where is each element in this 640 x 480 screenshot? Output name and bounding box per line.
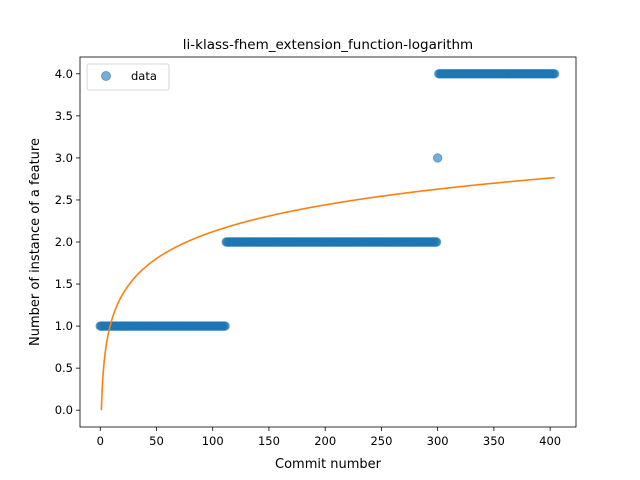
y-axis-label: Number of instance of a feature — [28, 138, 43, 346]
x-axis-ticks: 0 50 100 150 200 250 300 350 400 — [97, 427, 561, 448]
legend-label-data: data — [131, 69, 157, 83]
y-tick-label: 1.0 — [55, 319, 73, 333]
data-series — [95, 69, 560, 331]
chart-title: li-klass-fhem_extension_function-logarit… — [183, 37, 473, 53]
legend: data — [86, 63, 170, 91]
y-tick-label: 0.0 — [55, 403, 73, 417]
x-tick-label: 100 — [202, 434, 224, 448]
x-tick-label: 50 — [149, 434, 164, 448]
x-tick-label: 250 — [370, 434, 392, 448]
y-tick-label: 3.5 — [55, 109, 73, 123]
data-point — [431, 237, 442, 247]
data-point — [220, 321, 230, 331]
plot-area: 0 50 100 150 200 250 300 350 400 0.0 0.5 1.0 1.5 2.0… — [55, 56, 577, 448]
legend-marker-data — [101, 71, 111, 81]
x-tick-label: 350 — [483, 434, 505, 448]
y-tick-label: 2.5 — [55, 193, 73, 207]
data-layer — [95, 69, 560, 411]
fit-line — [100, 176, 555, 411]
data-point — [549, 69, 560, 79]
y-tick-label: 0.5 — [55, 361, 73, 375]
x-tick-label: 0 — [97, 434, 104, 448]
x-tick-label: 400 — [539, 434, 561, 448]
y-axis-ticks: 0.0 0.5 1.0 1.5 2.0 2.5 3.0 3.5 4.0 — [55, 67, 80, 417]
x-tick-label: 300 — [427, 434, 449, 448]
legend-box — [86, 63, 170, 91]
x-tick-label: 150 — [258, 434, 280, 448]
y-tick-label: 2.0 — [55, 235, 73, 249]
x-tick-label: 200 — [314, 434, 336, 448]
x-axis-label: Commit number — [275, 457, 382, 472]
y-tick-label: 4.0 — [55, 67, 73, 81]
y-tick-label: 3.0 — [55, 151, 73, 165]
data-point — [432, 153, 443, 163]
y-tick-label: 1.5 — [55, 277, 73, 291]
